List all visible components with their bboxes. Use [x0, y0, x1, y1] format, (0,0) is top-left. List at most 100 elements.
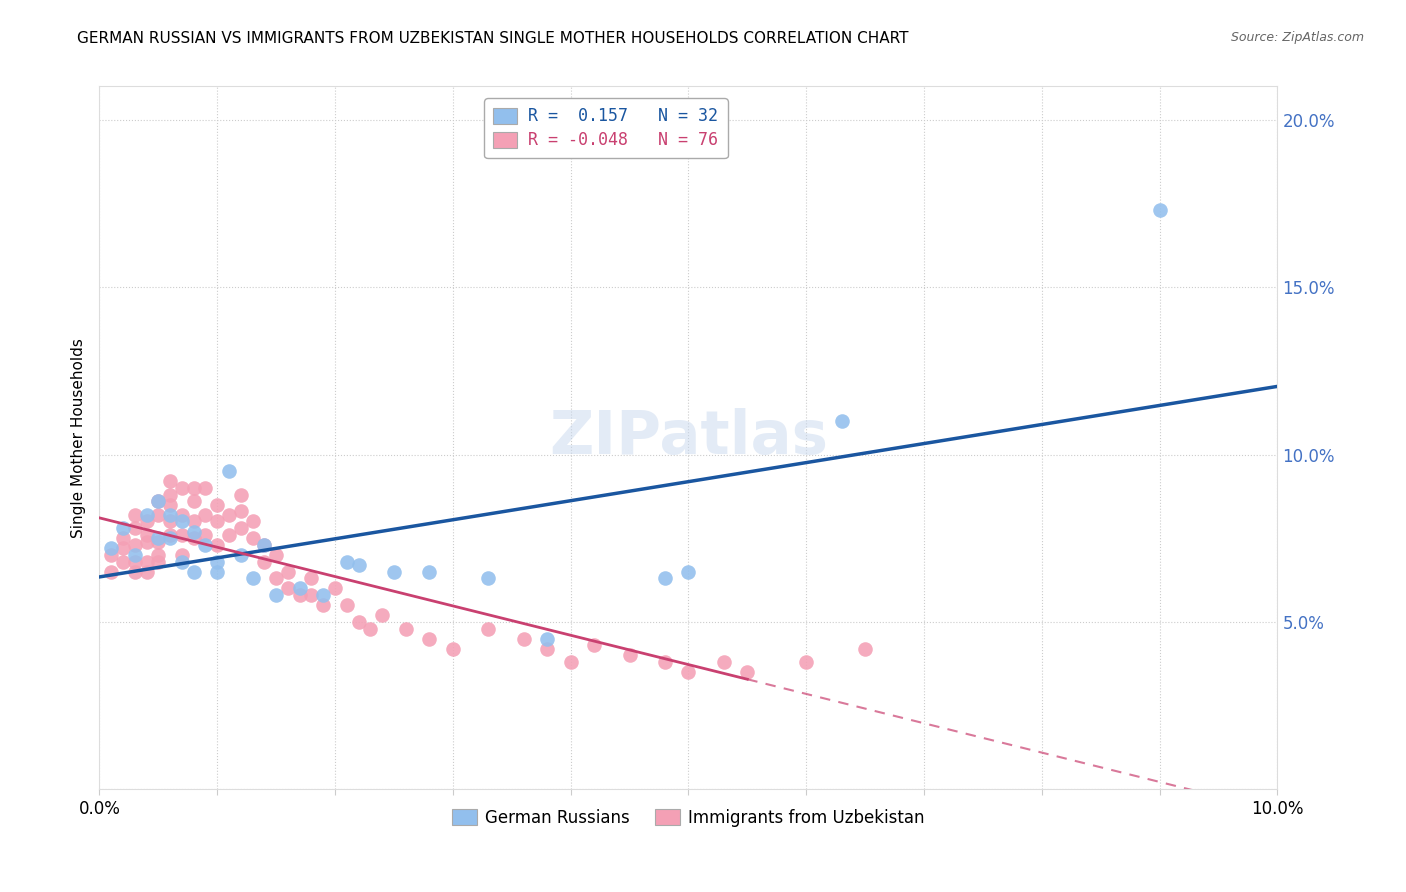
- Point: [418, 565, 440, 579]
- Point: [288, 582, 311, 596]
- Point: [323, 582, 346, 596]
- Point: [301, 588, 323, 602]
- Point: [111, 555, 134, 569]
- Point: [678, 565, 700, 579]
- Point: [536, 641, 558, 656]
- Point: [737, 665, 759, 679]
- Point: [148, 494, 170, 508]
- Point: [135, 555, 157, 569]
- Point: [194, 508, 217, 522]
- Point: [418, 632, 440, 646]
- Point: [560, 655, 582, 669]
- Point: [148, 555, 170, 569]
- Point: [183, 481, 205, 495]
- Point: [359, 622, 381, 636]
- Point: [382, 565, 405, 579]
- Legend: German Russians, Immigrants from Uzbekistan: German Russians, Immigrants from Uzbekis…: [446, 802, 932, 834]
- Point: [583, 638, 606, 652]
- Point: [159, 531, 181, 545]
- Point: [218, 528, 240, 542]
- Point: [135, 528, 157, 542]
- Point: [170, 555, 193, 569]
- Text: Source: ZipAtlas.com: Source: ZipAtlas.com: [1230, 31, 1364, 45]
- Point: [183, 565, 205, 579]
- Point: [159, 475, 181, 489]
- Point: [242, 571, 264, 585]
- Point: [159, 508, 181, 522]
- Text: ZIPatlas: ZIPatlas: [548, 409, 828, 467]
- Point: [1149, 203, 1171, 218]
- Point: [111, 531, 134, 545]
- Point: [207, 538, 229, 552]
- Point: [111, 521, 134, 535]
- Point: [148, 531, 170, 545]
- Point: [207, 515, 229, 529]
- Point: [229, 548, 252, 562]
- Point: [229, 488, 252, 502]
- Point: [135, 515, 157, 529]
- Point: [477, 622, 499, 636]
- Point: [124, 538, 146, 552]
- Point: [159, 528, 181, 542]
- Point: [135, 565, 157, 579]
- Point: [207, 565, 229, 579]
- Point: [536, 632, 558, 646]
- Point: [207, 498, 229, 512]
- Point: [194, 481, 217, 495]
- Point: [312, 588, 335, 602]
- Point: [336, 598, 359, 612]
- Point: [170, 508, 193, 522]
- Point: [441, 641, 464, 656]
- Point: [135, 508, 157, 522]
- Point: [124, 555, 146, 569]
- Point: [135, 534, 157, 549]
- Point: [395, 622, 418, 636]
- Point: [100, 541, 122, 556]
- Point: [170, 481, 193, 495]
- Point: [148, 548, 170, 562]
- Point: [148, 534, 170, 549]
- Point: [277, 565, 299, 579]
- Point: [619, 648, 641, 663]
- Y-axis label: Single Mother Households: Single Mother Households: [72, 338, 86, 538]
- Point: [264, 548, 287, 562]
- Point: [512, 632, 534, 646]
- Point: [183, 531, 205, 545]
- Point: [242, 515, 264, 529]
- Point: [277, 582, 299, 596]
- Point: [678, 665, 700, 679]
- Point: [853, 641, 876, 656]
- Point: [229, 521, 252, 535]
- Point: [159, 515, 181, 529]
- Point: [183, 494, 205, 508]
- Point: [183, 524, 205, 539]
- Point: [654, 571, 676, 585]
- Point: [477, 571, 499, 585]
- Point: [100, 548, 122, 562]
- Point: [148, 508, 170, 522]
- Point: [253, 538, 276, 552]
- Point: [218, 508, 240, 522]
- Point: [159, 488, 181, 502]
- Point: [301, 571, 323, 585]
- Point: [264, 588, 287, 602]
- Point: [170, 548, 193, 562]
- Point: [124, 565, 146, 579]
- Point: [207, 555, 229, 569]
- Point: [253, 538, 276, 552]
- Point: [124, 521, 146, 535]
- Point: [794, 655, 817, 669]
- Point: [347, 615, 370, 629]
- Point: [124, 548, 146, 562]
- Point: [159, 498, 181, 512]
- Point: [336, 555, 359, 569]
- Point: [229, 504, 252, 518]
- Point: [288, 588, 311, 602]
- Point: [253, 555, 276, 569]
- Point: [194, 538, 217, 552]
- Point: [194, 528, 217, 542]
- Point: [242, 531, 264, 545]
- Point: [183, 515, 205, 529]
- Point: [218, 464, 240, 478]
- Point: [148, 494, 170, 508]
